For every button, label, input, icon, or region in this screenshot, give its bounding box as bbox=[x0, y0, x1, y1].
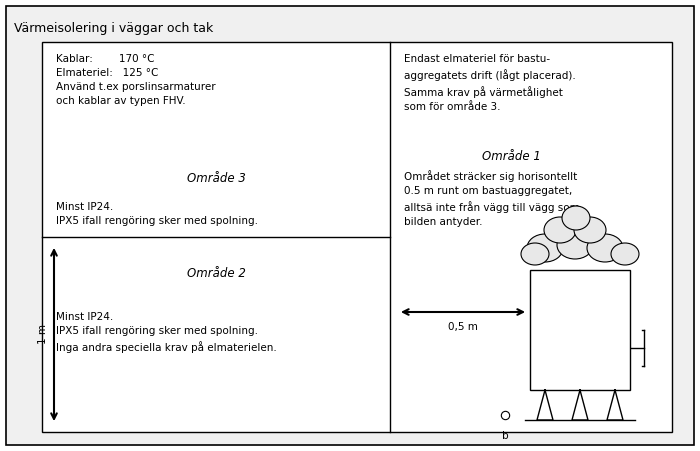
Ellipse shape bbox=[587, 234, 623, 262]
Text: Värmeisolering i väggar och tak: Värmeisolering i väggar och tak bbox=[14, 22, 213, 35]
Bar bbox=[42, 42, 672, 432]
Text: Område 2: Område 2 bbox=[187, 267, 246, 280]
Text: Kablar:        170 °C
Elmateriel:   125 °C
Använd t.ex porslinsarmaturer
och kab: Kablar: 170 °C Elmateriel: 125 °C Använd… bbox=[56, 54, 216, 106]
Ellipse shape bbox=[521, 243, 549, 265]
Ellipse shape bbox=[562, 206, 590, 230]
Ellipse shape bbox=[544, 217, 576, 243]
Bar bbox=[530, 270, 630, 390]
Text: Område 1: Område 1 bbox=[482, 150, 540, 163]
Text: b: b bbox=[502, 431, 508, 441]
Ellipse shape bbox=[574, 217, 606, 243]
Text: 0,5 m: 0,5 m bbox=[448, 322, 478, 332]
Text: 1 m: 1 m bbox=[38, 325, 48, 345]
Text: Minst IP24.
IPX5 ifall rengöring sker med spolning.
Inga andra speciella krav på: Minst IP24. IPX5 ifall rengöring sker me… bbox=[56, 312, 276, 353]
Text: Område 3: Område 3 bbox=[187, 172, 246, 185]
Ellipse shape bbox=[557, 231, 593, 259]
Text: Endast elmateriel för bastu-
aggregatets drift (lågt placerad).
Samma krav på vä: Endast elmateriel för bastu- aggregatets… bbox=[404, 54, 575, 112]
Text: Området sträcker sig horisontellt
0.5 m runt om bastuaggregatet,
alltsä inte frå: Området sträcker sig horisontellt 0.5 m … bbox=[404, 170, 580, 227]
Ellipse shape bbox=[611, 243, 639, 265]
Ellipse shape bbox=[527, 234, 563, 262]
Text: Minst IP24.
IPX5 ifall rengöring sker med spolning.: Minst IP24. IPX5 ifall rengöring sker me… bbox=[56, 202, 258, 226]
